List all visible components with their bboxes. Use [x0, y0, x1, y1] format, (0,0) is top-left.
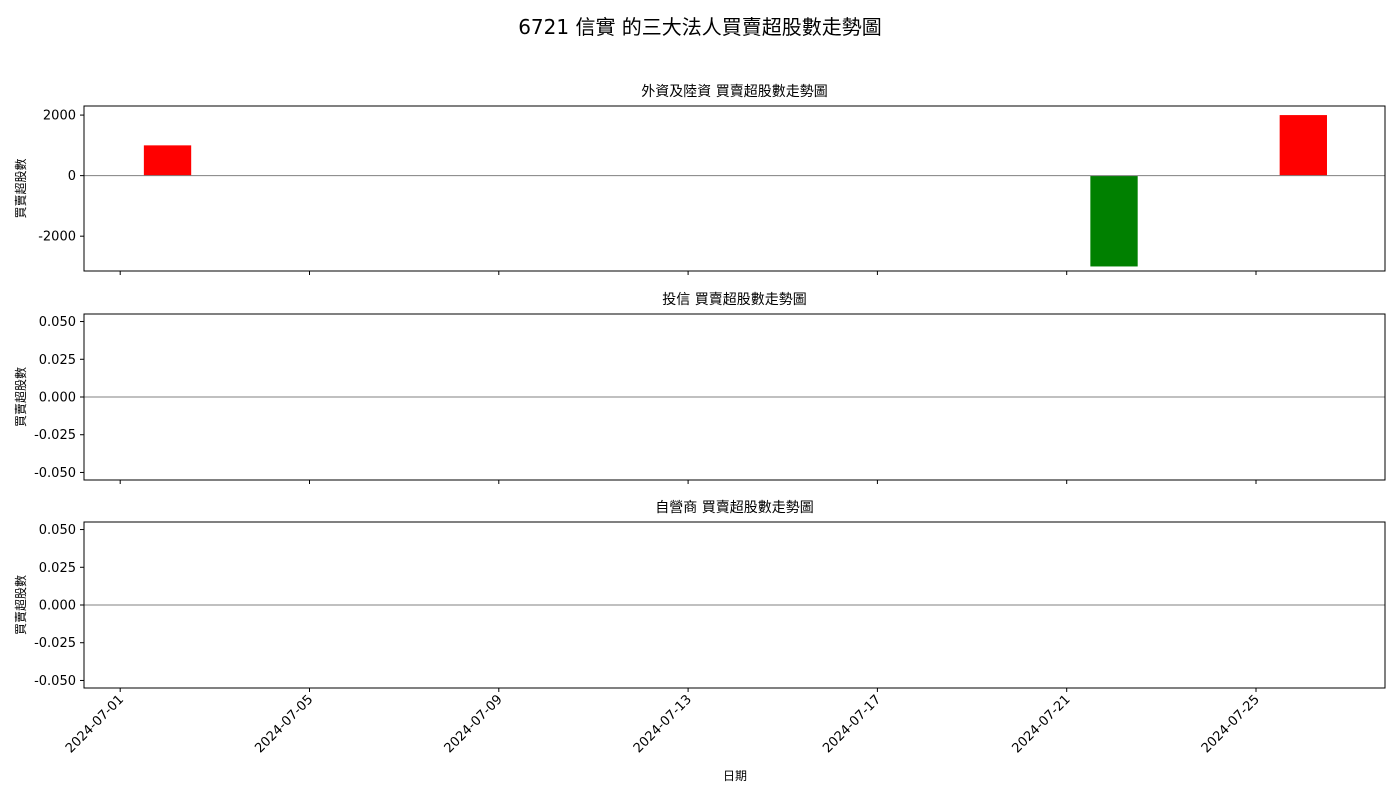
x-tick-label: 2024-07-13: [631, 692, 695, 756]
x-tick-label: 2024-07-17: [820, 692, 884, 756]
x-axis-label: 日期: [723, 769, 747, 783]
panel-2: 投信 買賣超股數走勢圖 0.050 0.025 0.000 -0.025 -0.050 買賣…: [13, 292, 1386, 484]
y-tick-label: 0.000: [39, 391, 76, 406]
y-tick-label: 0.000: [39, 599, 76, 614]
y-axis-label: 買賣超股數: [13, 158, 28, 218]
y-tick-label: 0.050: [39, 315, 76, 330]
x-tick-label: 2024-07-09: [442, 692, 506, 756]
y-tick-label: 0.050: [39, 523, 76, 538]
y-tick-label: -0.050: [34, 674, 76, 689]
panel-1: 外資及陸資 買賣超股數走勢圖 2000 0 -2000 買賣超股數: [13, 84, 1386, 275]
bar: [1090, 175, 1138, 267]
bar: [1279, 115, 1327, 176]
panel-3: 自營商 買賣超股數走勢圖 0.050 0.025 0.000 -0.025 -0.050 買…: [13, 500, 1386, 756]
panel-title: 自營商 買賣超股數走勢圖: [655, 500, 813, 516]
y-tick-label: 0.025: [39, 561, 76, 576]
y-tick-label: -0.050: [34, 466, 76, 481]
x-tick-label: 2024-07-05: [252, 692, 316, 756]
y-tick-label: 0: [68, 169, 76, 184]
y-tick-label: 0.025: [39, 353, 76, 368]
x-tick-label: 2024-07-25: [1199, 692, 1263, 756]
y-axis-label: 買賣超股數: [13, 575, 28, 635]
figure-title: 6721 信實 的三大法人買賣超股數走勢圖: [518, 15, 882, 39]
y-axis-label: 買賣超股數: [13, 367, 28, 427]
x-tick-label: 2024-07-21: [1009, 692, 1073, 756]
y-tick-label: 2000: [43, 109, 76, 124]
panel-title: 投信 買賣超股數走勢圖: [662, 292, 806, 308]
x-tick-label: 2024-07-01: [63, 692, 127, 756]
y-tick-label: -0.025: [34, 636, 76, 651]
axes-frame: [83, 105, 1386, 272]
y-tick-label: -0.025: [34, 428, 76, 443]
panel-title: 外資及陸資 買賣超股數走勢圖: [641, 84, 827, 100]
y-tick-label: -2000: [38, 230, 76, 245]
bar: [143, 145, 192, 176]
